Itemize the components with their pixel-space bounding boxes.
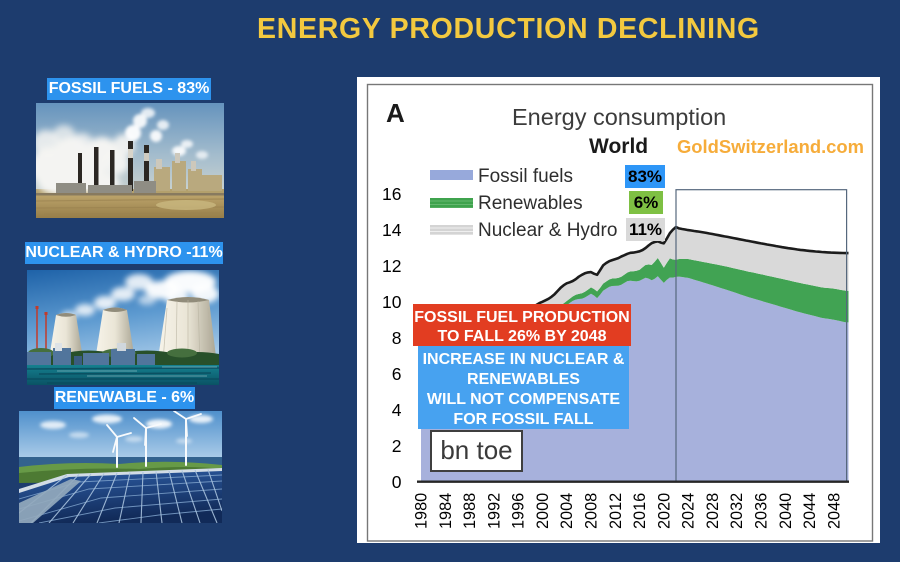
svg-text:2: 2 <box>392 436 402 456</box>
svg-text:2004: 2004 <box>558 493 576 529</box>
svg-text:2024: 2024 <box>680 493 698 529</box>
svg-text:2048: 2048 <box>825 493 843 529</box>
svg-text:1992: 1992 <box>485 493 503 529</box>
svg-text:0: 0 <box>392 472 402 492</box>
svg-text:2028: 2028 <box>704 493 722 529</box>
svg-text:2016: 2016 <box>631 493 649 529</box>
svg-text:14: 14 <box>382 220 402 240</box>
svg-text:1984: 1984 <box>437 493 455 529</box>
svg-text:4: 4 <box>392 400 402 420</box>
svg-text:16: 16 <box>382 184 401 204</box>
svg-text:1980: 1980 <box>413 493 431 529</box>
svg-text:2020: 2020 <box>655 493 673 529</box>
svg-text:2044: 2044 <box>801 493 819 529</box>
svg-text:2036: 2036 <box>753 493 771 529</box>
svg-text:2012: 2012 <box>607 493 625 529</box>
svg-text:1996: 1996 <box>510 493 528 529</box>
svg-text:1988: 1988 <box>461 493 479 529</box>
svg-text:2032: 2032 <box>728 493 746 529</box>
svg-text:6: 6 <box>392 364 402 384</box>
svg-text:12: 12 <box>382 256 401 276</box>
svg-text:2040: 2040 <box>777 493 795 529</box>
svg-text:10: 10 <box>382 292 402 312</box>
svg-text:2000: 2000 <box>534 493 552 529</box>
svg-text:2008: 2008 <box>583 493 601 529</box>
svg-text:8: 8 <box>392 328 402 348</box>
